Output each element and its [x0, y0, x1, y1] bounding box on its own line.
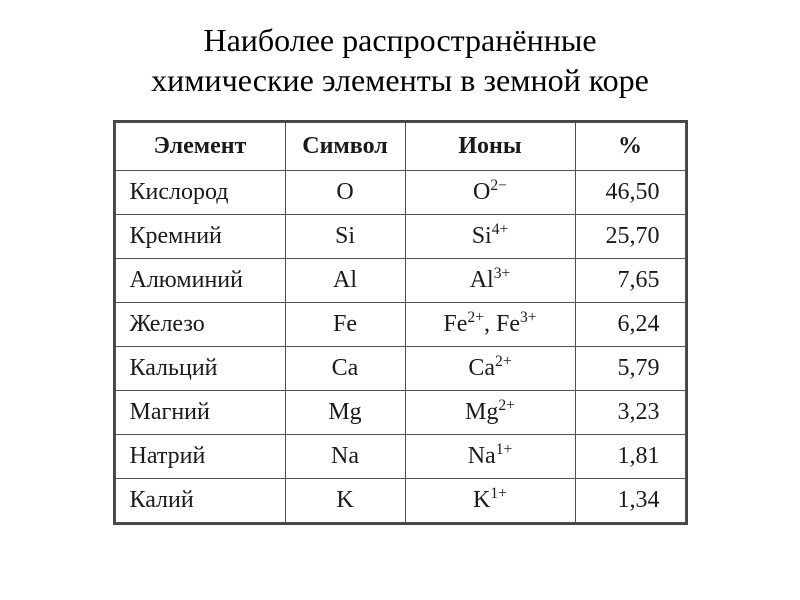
- cell-ion: K1+: [405, 479, 575, 523]
- cell-element: Калий: [115, 479, 285, 523]
- table-row: ЖелезоFeFe2+, Fe3+6,24: [115, 303, 685, 347]
- col-symbol: Символ: [285, 123, 405, 171]
- cell-element: Кремний: [115, 215, 285, 259]
- cell-symbol: Si: [285, 215, 405, 259]
- cell-percent: 1,34: [575, 479, 685, 523]
- table-row: МагнийMgMg2+3,23: [115, 391, 685, 435]
- table-row: КалийKK1+1,34: [115, 479, 685, 523]
- cell-ion: Fe2+, Fe3+: [405, 303, 575, 347]
- title-line-1: Наиболее распространённые: [203, 22, 596, 58]
- cell-percent: 5,79: [575, 347, 685, 391]
- cell-percent: 46,50: [575, 171, 685, 215]
- cell-ion: Ca2+: [405, 347, 575, 391]
- cell-symbol: Mg: [285, 391, 405, 435]
- cell-element: Магний: [115, 391, 285, 435]
- cell-symbol: O: [285, 171, 405, 215]
- cell-element: Натрий: [115, 435, 285, 479]
- cell-percent: 3,23: [575, 391, 685, 435]
- cell-percent: 25,70: [575, 215, 685, 259]
- cell-percent: 1,81: [575, 435, 685, 479]
- cell-element: Кислород: [115, 171, 285, 215]
- cell-symbol: K: [285, 479, 405, 523]
- cell-percent: 7,65: [575, 259, 685, 303]
- page-title: Наиболее распространённые химические эле…: [151, 20, 649, 100]
- cell-symbol: Ca: [285, 347, 405, 391]
- table-header-row: Элемент Символ Ионы %: [115, 123, 685, 171]
- cell-ion: Na1+: [405, 435, 575, 479]
- col-percent: %: [575, 123, 685, 171]
- col-element: Элемент: [115, 123, 285, 171]
- table-row: КремнийSiSi4+25,70: [115, 215, 685, 259]
- cell-ion: O2−: [405, 171, 575, 215]
- elements-table: Элемент Символ Ионы % КислородOO2−46,50К…: [115, 122, 686, 523]
- cell-element: Железо: [115, 303, 285, 347]
- elements-table-container: Элемент Символ Ионы % КислородOO2−46,50К…: [113, 120, 688, 525]
- table-row: КальцийCaCa2+5,79: [115, 347, 685, 391]
- cell-symbol: Fe: [285, 303, 405, 347]
- cell-symbol: Na: [285, 435, 405, 479]
- cell-symbol: Al: [285, 259, 405, 303]
- cell-percent: 6,24: [575, 303, 685, 347]
- cell-element: Алюминий: [115, 259, 285, 303]
- table-row: АлюминийAlAl3+7,65: [115, 259, 685, 303]
- cell-ion: Al3+: [405, 259, 575, 303]
- table-row: КислородOO2−46,50: [115, 171, 685, 215]
- title-line-2: химические элементы в земной коре: [151, 62, 649, 98]
- table-body: КислородOO2−46,50КремнийSiSi4+25,70Алюми…: [115, 171, 685, 523]
- cell-ion: Mg2+: [405, 391, 575, 435]
- table-row: НатрийNaNa1+1,81: [115, 435, 685, 479]
- cell-ion: Si4+: [405, 215, 575, 259]
- cell-element: Кальций: [115, 347, 285, 391]
- col-ions: Ионы: [405, 123, 575, 171]
